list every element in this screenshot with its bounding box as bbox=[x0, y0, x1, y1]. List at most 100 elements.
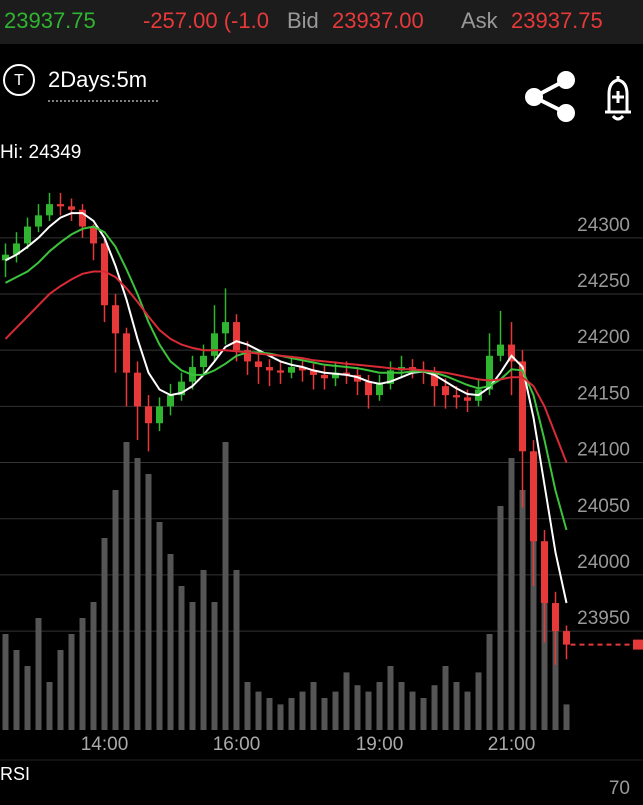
candle-body bbox=[167, 395, 174, 407]
alert-icon[interactable] bbox=[605, 76, 631, 121]
ask: 23937.75 bbox=[511, 8, 603, 33]
volume-bar bbox=[310, 682, 317, 730]
indicator-label: RSI bbox=[0, 764, 30, 784]
candle-body bbox=[24, 226, 31, 244]
volume-bar bbox=[178, 586, 185, 730]
candle-body bbox=[541, 541, 548, 604]
volume-bar bbox=[211, 602, 218, 730]
candle-body bbox=[112, 305, 119, 334]
candle-body bbox=[332, 372, 339, 379]
candle-body bbox=[79, 209, 86, 227]
candle-body bbox=[299, 367, 306, 371]
y-tick-label: 24200 bbox=[577, 327, 630, 348]
ask-label: Ask bbox=[461, 8, 499, 33]
candle-body bbox=[244, 350, 251, 362]
candle-body bbox=[321, 374, 328, 379]
y-tick-label: 24000 bbox=[577, 552, 630, 573]
volume-bar bbox=[46, 682, 53, 730]
volume-bar bbox=[288, 698, 295, 730]
candle-body bbox=[200, 355, 207, 368]
volume-bar bbox=[321, 698, 328, 730]
volume-bar bbox=[233, 570, 240, 730]
x-tick-label: 19:00 bbox=[356, 734, 404, 755]
volume-bar bbox=[442, 666, 449, 730]
last-price-marker bbox=[633, 639, 643, 650]
candle-body bbox=[123, 333, 130, 373]
volume-bar bbox=[68, 634, 75, 730]
candle-body bbox=[101, 243, 108, 306]
candle-body bbox=[376, 383, 383, 396]
candle-body bbox=[222, 322, 229, 334]
last-price: 23937.75 bbox=[4, 8, 96, 33]
volume-bar bbox=[13, 650, 20, 730]
volume-bar bbox=[398, 682, 405, 730]
volume-bar bbox=[79, 618, 86, 730]
y-tick-label: 24250 bbox=[577, 271, 630, 292]
volume-bar bbox=[200, 570, 207, 730]
candle-body bbox=[343, 372, 350, 375]
indicator-tick-label: 70 bbox=[609, 778, 630, 799]
candle-body bbox=[46, 204, 53, 216]
volume-bar bbox=[475, 672, 482, 730]
type-icon[interactable] bbox=[3, 64, 35, 96]
candle-body bbox=[134, 372, 141, 407]
candle-body bbox=[90, 226, 97, 244]
volume-bar bbox=[332, 691, 339, 730]
volume-bar bbox=[519, 490, 526, 730]
candle-body bbox=[277, 370, 284, 373]
plot: 23950 24000 24050 24100 24150 24200 24250 24300… bbox=[0, 192, 643, 799]
candle-body bbox=[519, 361, 526, 452]
candle-body bbox=[178, 381, 185, 396]
volume-bar bbox=[420, 698, 427, 730]
share-icon[interactable] bbox=[525, 71, 575, 122]
volume-bar bbox=[156, 522, 163, 730]
volume-bar bbox=[563, 704, 570, 730]
candle-body bbox=[365, 381, 372, 396]
candle-body bbox=[68, 206, 75, 210]
period[interactable]: 2Days:5m bbox=[48, 67, 147, 92]
volume-bar bbox=[387, 666, 394, 730]
type-icon-label: T bbox=[14, 72, 24, 89]
y-tick-label: 24300 bbox=[577, 215, 630, 236]
volume-bar bbox=[464, 691, 471, 730]
volume-bar bbox=[376, 682, 383, 730]
volume-bar bbox=[244, 682, 251, 730]
candle-body bbox=[442, 386, 449, 396]
volume-bar bbox=[508, 458, 515, 730]
high-annotation: Hi: 24349 bbox=[0, 142, 81, 163]
volume-bar bbox=[409, 691, 416, 730]
bid-label: Bid bbox=[287, 8, 319, 33]
candle-body bbox=[13, 243, 20, 255]
candle-body bbox=[156, 406, 163, 424]
moving-average bbox=[4, 270, 568, 463]
candle-body bbox=[310, 370, 317, 375]
volume-bar bbox=[299, 691, 306, 730]
volume-bar bbox=[497, 506, 504, 730]
change: -257.00 (-1.0 bbox=[143, 8, 269, 33]
candle-body bbox=[211, 333, 218, 356]
candle-body bbox=[387, 370, 394, 384]
volume-bar bbox=[541, 586, 548, 730]
quote-bar bbox=[0, 0, 643, 44]
volume-bar bbox=[365, 691, 372, 730]
volume-bar bbox=[134, 458, 141, 730]
volume-bar bbox=[530, 538, 537, 730]
volume-bar bbox=[167, 554, 174, 730]
volume-bar bbox=[486, 634, 493, 730]
candle-body bbox=[453, 395, 460, 398]
volume-bar bbox=[24, 666, 31, 730]
candle-body bbox=[354, 374, 361, 382]
volume-bar bbox=[277, 704, 284, 730]
candle-body bbox=[145, 406, 152, 424]
y-tick-label: 23950 bbox=[577, 608, 630, 629]
y-tick-label: 24100 bbox=[577, 440, 630, 461]
volume-bar bbox=[222, 442, 229, 730]
candle-body bbox=[486, 355, 493, 390]
volume-bar bbox=[35, 618, 42, 730]
x-tick-label: 21:00 bbox=[488, 734, 536, 755]
volume-bar bbox=[552, 618, 559, 730]
candle-body bbox=[57, 204, 64, 207]
volume-bar bbox=[2, 634, 9, 730]
